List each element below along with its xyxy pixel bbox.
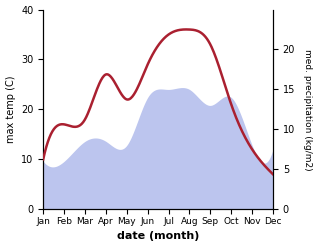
X-axis label: date (month): date (month) (117, 231, 199, 242)
Y-axis label: max temp (C): max temp (C) (5, 76, 16, 143)
Y-axis label: med. precipitation (kg/m2): med. precipitation (kg/m2) (303, 49, 313, 170)
